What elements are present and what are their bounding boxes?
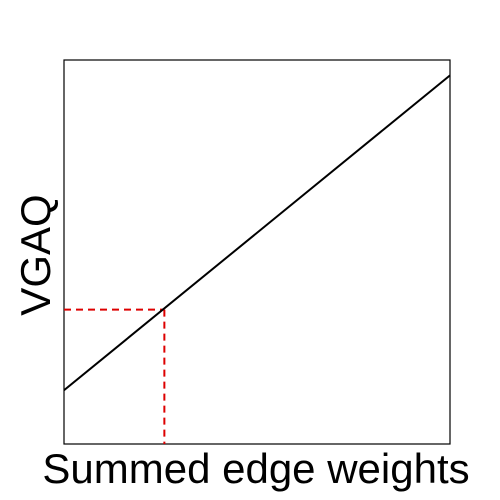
y-axis-label: VGAQ	[12, 194, 59, 315]
series-line-fit	[63, 74, 451, 392]
x-axis-label: Summed edge weights	[42, 445, 469, 492]
plot-frame	[63, 59, 451, 445]
